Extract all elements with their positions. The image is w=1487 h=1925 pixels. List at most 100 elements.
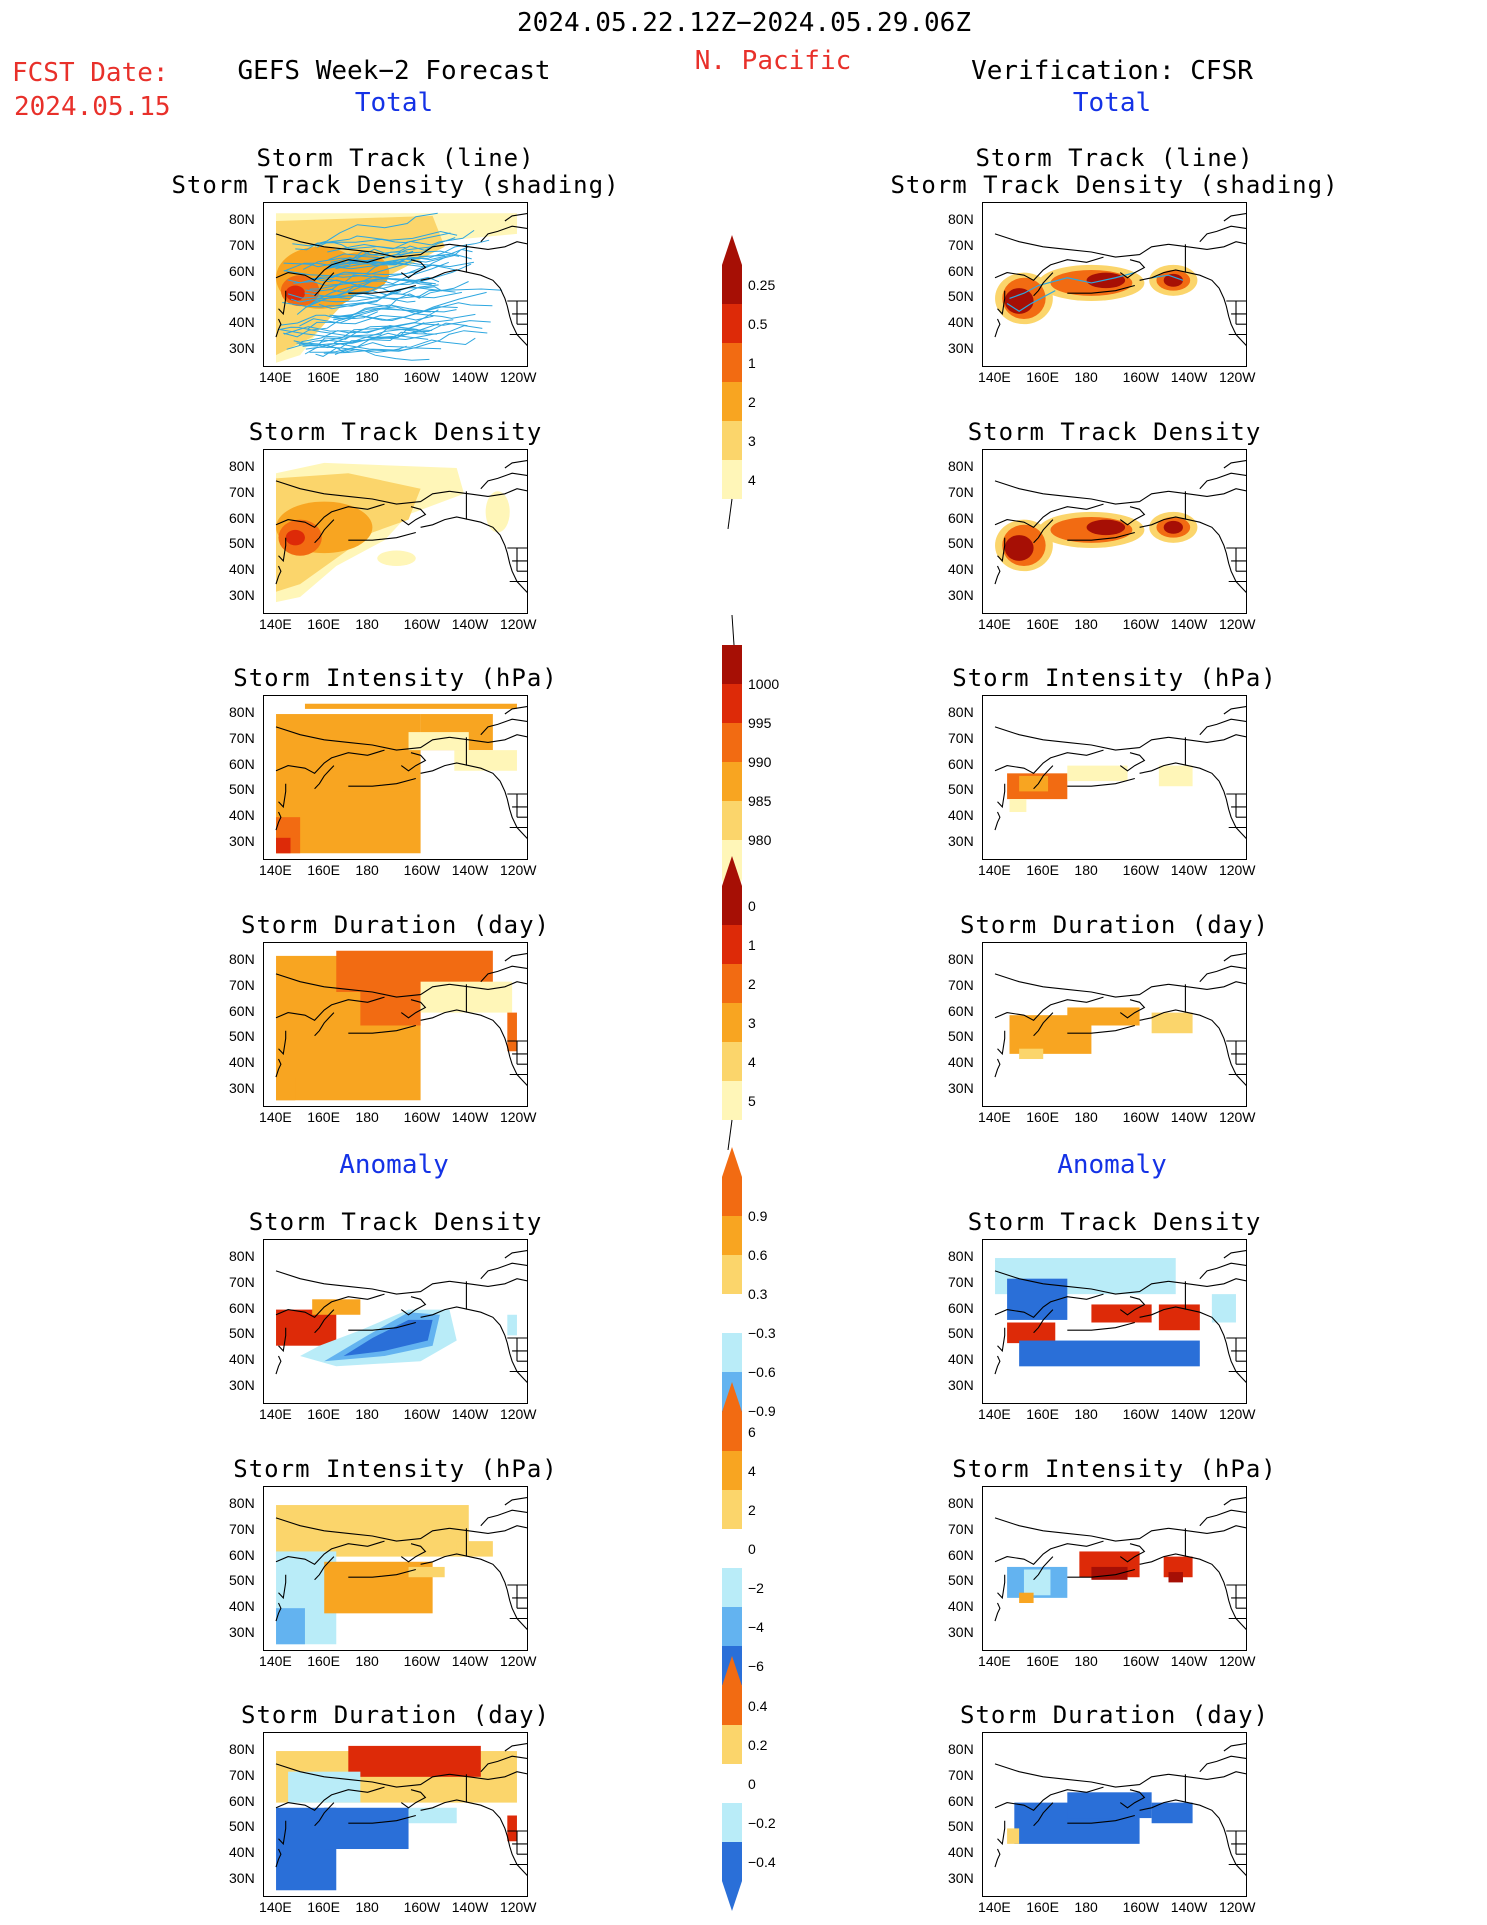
panel-title: Storm Duration (day) xyxy=(960,1701,1269,1729)
lon-tick-label: 140E xyxy=(259,862,292,878)
panel-title: Storm Track Density xyxy=(248,418,543,446)
lon-tick-label: 160W xyxy=(1122,616,1160,632)
lon-tick-label: 140E xyxy=(259,369,292,385)
colorbar-tick-label: 2 xyxy=(748,975,756,992)
coastline xyxy=(994,953,1246,1087)
lat-tick-label: 40N xyxy=(229,1054,255,1071)
coastline xyxy=(994,1250,1246,1384)
colorbar-tick-label: 2 xyxy=(748,393,756,410)
lat-tick-label: 30N xyxy=(948,339,974,356)
lat-tick-label: 60N xyxy=(229,1546,255,1563)
lat-tick-label: 70N xyxy=(948,729,974,746)
coastline xyxy=(994,1497,1246,1631)
map-field xyxy=(994,706,1246,840)
lon-tick-label: 160W xyxy=(1122,1406,1160,1422)
colorbar-tick-label: 990 xyxy=(748,754,772,770)
lon-tick-label: 120W xyxy=(499,1899,537,1915)
lon-tick-label: 140W xyxy=(451,1406,489,1422)
lon-tick-label: 180 xyxy=(355,1109,379,1125)
map-field xyxy=(275,460,527,603)
colorbar-tick-label: 985 xyxy=(748,793,772,809)
colorbar-tick-label: 0 xyxy=(748,1775,756,1792)
lon-tick-label: 140W xyxy=(1170,616,1208,632)
coastline xyxy=(275,953,527,1087)
lon-tick-label: 160E xyxy=(1026,1109,1059,1125)
lat-tick-label: 40N xyxy=(229,1598,255,1615)
colorbar-tick-label: 4 xyxy=(748,1462,756,1479)
lat-tick-label: 80N xyxy=(229,1248,255,1265)
panel-title: Storm Intensity (hPa) xyxy=(233,1455,558,1483)
lon-tick-label: 180 xyxy=(355,862,379,878)
lat-tick-label: 50N xyxy=(948,1325,974,1342)
colorbar-tick-label: 0 xyxy=(748,1540,756,1557)
panel-title: Storm Track (line) xyxy=(975,144,1254,172)
lon-tick-label: 160E xyxy=(1026,616,1059,632)
left-total-label: Total xyxy=(354,88,434,118)
lon-tick-label: 160E xyxy=(307,1899,340,1915)
lon-tick-label: 140W xyxy=(1170,369,1208,385)
lon-tick-label: 160W xyxy=(403,1109,441,1125)
lat-tick-label: 80N xyxy=(229,458,255,475)
lon-tick-label: 120W xyxy=(499,369,537,385)
lat-tick-label: 30N xyxy=(948,1623,974,1640)
colorbar-tick-label: −0.4 xyxy=(748,1853,776,1870)
lat-tick-label: 40N xyxy=(948,1054,974,1071)
map-panel-gefs-total-duration xyxy=(263,942,528,1107)
lat-tick-label: 70N xyxy=(948,236,974,253)
panel-title: Storm Track Density (shading) xyxy=(171,171,620,199)
colorbar-tick-label: 3 xyxy=(748,432,756,449)
lat-tick-label: 60N xyxy=(948,1299,974,1316)
lon-tick-label: 140W xyxy=(451,616,489,632)
lon-tick-label: 160W xyxy=(403,1653,441,1669)
panel-title: Storm Track Density (shading) xyxy=(890,171,1339,199)
lon-tick-label: 180 xyxy=(1074,1109,1098,1125)
colorbar-tick-label: 995 xyxy=(748,715,772,731)
lat-tick-label: 70N xyxy=(948,976,974,993)
coastline xyxy=(275,460,527,594)
lat-tick-label: 70N xyxy=(229,1766,255,1783)
lon-tick-label: 160E xyxy=(307,862,340,878)
lat-tick-label: 40N xyxy=(229,561,255,578)
lat-tick-label: 70N xyxy=(229,1273,255,1290)
coastline xyxy=(275,706,527,840)
lat-tick-label: 80N xyxy=(229,211,255,228)
map-panel-cfsr-anom-density xyxy=(982,1239,1247,1404)
panel-title: Storm Track Density xyxy=(967,418,1262,446)
coastline xyxy=(275,1743,527,1877)
left-column-title: GEFS Week−2 Forecast xyxy=(237,56,551,86)
lat-tick-label: 60N xyxy=(948,262,974,279)
lon-tick-label: 160W xyxy=(1122,1653,1160,1669)
lat-tick-label: 50N xyxy=(948,781,974,798)
lat-tick-label: 40N xyxy=(948,1844,974,1861)
lat-tick-label: 60N xyxy=(229,1792,255,1809)
lat-tick-label: 30N xyxy=(948,832,974,849)
left-anomaly-label: Anomaly xyxy=(339,1150,449,1180)
lon-tick-label: 160W xyxy=(403,862,441,878)
lon-tick-label: 160E xyxy=(307,1653,340,1669)
lon-tick-label: 140E xyxy=(978,1653,1011,1669)
coastline xyxy=(994,213,1246,347)
lat-tick-label: 40N xyxy=(948,314,974,331)
coastline xyxy=(275,1250,527,1384)
colorbar-tick-label: 1 xyxy=(748,354,756,371)
lon-tick-label: 120W xyxy=(1218,1109,1256,1125)
lat-tick-label: 50N xyxy=(229,288,255,305)
map-field xyxy=(994,1250,1246,1384)
lon-tick-label: 140W xyxy=(451,1899,489,1915)
map-panel-gefs-anom-density xyxy=(263,1239,528,1404)
lon-tick-label: 160W xyxy=(1122,1109,1160,1125)
lon-tick-label: 160E xyxy=(1026,1899,1059,1915)
lon-tick-label: 120W xyxy=(1218,369,1256,385)
colorbar-tick-label: −2 xyxy=(748,1579,764,1596)
lat-tick-label: 70N xyxy=(229,236,255,253)
lat-tick-label: 40N xyxy=(948,807,974,824)
lon-tick-label: 180 xyxy=(1074,862,1098,878)
lon-tick-label: 180 xyxy=(355,369,379,385)
lat-tick-label: 60N xyxy=(948,509,974,526)
lat-tick-label: 40N xyxy=(229,1844,255,1861)
map-panel-cfsr-total-intensity xyxy=(982,695,1247,860)
lon-tick-label: 120W xyxy=(1218,1406,1256,1422)
map-field xyxy=(275,1743,527,1891)
lon-tick-label: 140W xyxy=(1170,1109,1208,1125)
map-panel-gefs-total-track-density-with-tracks xyxy=(263,202,528,367)
